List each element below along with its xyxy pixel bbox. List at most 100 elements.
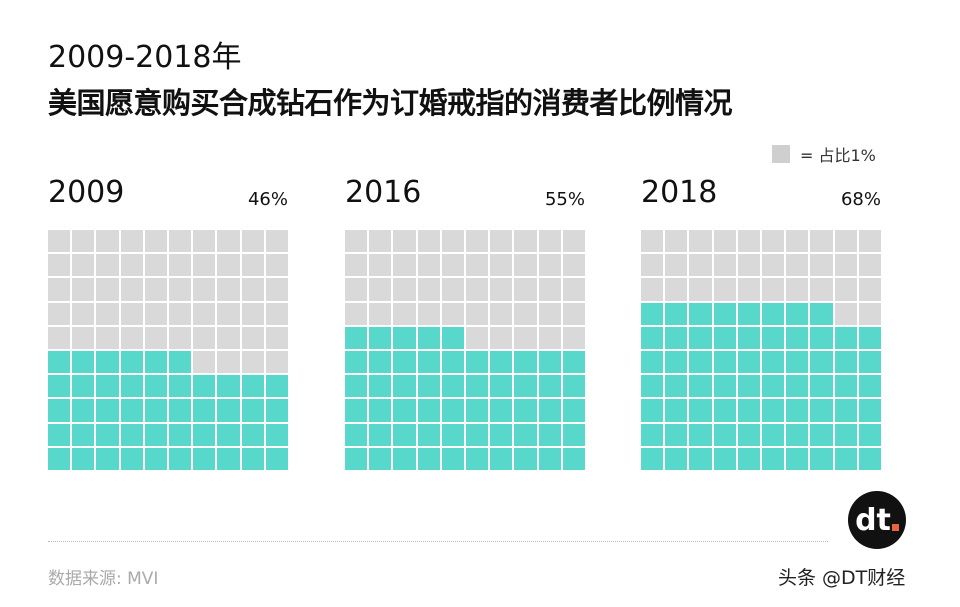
watermark: 头条 @DT财经 — [778, 567, 906, 589]
waffle-cell-empty — [689, 230, 712, 253]
waffle-cell-filled — [514, 399, 537, 422]
waffle-cell-filled — [538, 399, 561, 422]
waffle-cell-empty — [217, 351, 240, 374]
waffle-cell-filled — [441, 375, 464, 398]
waffle-cell-filled — [144, 423, 167, 446]
waffle-cell-filled — [762, 302, 785, 325]
panel-percent: 46% — [247, 189, 288, 210]
waffle-cell-filled — [562, 399, 585, 422]
waffle-cell-filled — [689, 399, 712, 422]
waffle-cell-empty — [490, 230, 513, 253]
waffle-cell-empty — [786, 254, 809, 277]
waffle-cell-empty — [514, 278, 537, 301]
panel-year: 2016 — [345, 175, 422, 210]
waffle-cell-empty — [144, 278, 167, 301]
waffle-cell-empty — [713, 278, 736, 301]
waffle-cell-empty — [786, 230, 809, 253]
waffle-cell-filled — [393, 375, 416, 398]
waffle-cell-filled — [713, 351, 736, 374]
waffle-cell-filled — [737, 375, 760, 398]
waffle-cell-empty — [169, 254, 192, 277]
waffle-cell-filled — [737, 326, 760, 349]
waffle-cell-filled — [120, 351, 143, 374]
waffle-cell-empty — [144, 302, 167, 325]
waffle-cell-filled — [713, 447, 736, 470]
waffle-cell-filled — [762, 447, 785, 470]
waffle-cell-filled — [834, 326, 857, 349]
waffle-cell-empty — [762, 278, 785, 301]
waffle-cell-empty — [345, 302, 368, 325]
waffle-cell-filled — [96, 423, 119, 446]
waffle-cell-filled — [466, 447, 489, 470]
waffle-cell-empty — [538, 302, 561, 325]
waffle-cell-empty — [144, 326, 167, 349]
waffle-cell-filled — [393, 351, 416, 374]
waffle-cell-filled — [369, 399, 392, 422]
waffle-cell-filled — [144, 375, 167, 398]
waffle-cell-filled — [369, 375, 392, 398]
waffle-cell-empty — [417, 230, 440, 253]
waffle-cell-filled — [417, 423, 440, 446]
waffle-cell-filled — [858, 375, 881, 398]
waffle-cell-filled — [120, 423, 143, 446]
waffle-cell-filled — [217, 447, 240, 470]
waffle-cell-filled — [48, 351, 71, 374]
waffle-cell-empty — [193, 351, 216, 374]
waffle-cell-filled — [369, 326, 392, 349]
waffle-cell-empty — [265, 278, 288, 301]
waffle-cell-filled — [786, 375, 809, 398]
waffle-cell-empty — [193, 230, 216, 253]
waffle-cell-filled — [241, 423, 264, 446]
waffle-cell-filled — [369, 447, 392, 470]
waffle-cell-empty — [737, 230, 760, 253]
waffle-cell-filled — [393, 447, 416, 470]
waffle-cell-filled — [417, 447, 440, 470]
waffle-cell-filled — [466, 375, 489, 398]
waffle-cell-filled — [169, 423, 192, 446]
waffle-cell-empty — [345, 230, 368, 253]
waffle-cell-empty — [490, 302, 513, 325]
waffle-cell-empty — [169, 230, 192, 253]
waffle-cell-filled — [217, 375, 240, 398]
waffle-cell-filled — [665, 447, 688, 470]
waffle-cell-filled — [810, 423, 833, 446]
waffle-cell-filled — [48, 399, 71, 422]
panel-percent: 55% — [544, 189, 585, 210]
waffle-cell-filled — [466, 399, 489, 422]
waffle-cell-empty — [393, 302, 416, 325]
waffle-cell-empty — [665, 278, 688, 301]
waffle-cell-empty — [72, 254, 95, 277]
waffle-cell-filled — [490, 423, 513, 446]
waffle-cell-filled — [72, 351, 95, 374]
waffle-cell-filled — [96, 447, 119, 470]
waffle-cell-filled — [786, 351, 809, 374]
waffle-cell-empty — [713, 230, 736, 253]
waffle-cell-filled — [169, 447, 192, 470]
waffle-cell-empty — [466, 326, 489, 349]
waffle-cell-filled — [538, 423, 561, 446]
waffle-cell-empty — [737, 254, 760, 277]
panel-year: 2009 — [48, 175, 125, 210]
waffle-cell-filled — [562, 423, 585, 446]
waffle-cell-empty — [96, 230, 119, 253]
waffle-cell-filled — [96, 375, 119, 398]
waffle-cell-empty — [538, 254, 561, 277]
waffle-cell-filled — [786, 447, 809, 470]
waffle-cell-filled — [345, 375, 368, 398]
waffle-cell-empty — [345, 254, 368, 277]
waffle-cell-filled — [810, 447, 833, 470]
waffle-cell-filled — [265, 423, 288, 446]
legend: = 占比1% — [772, 142, 876, 166]
waffle-cell-filled — [514, 375, 537, 398]
waffle-cell-empty — [834, 230, 857, 253]
waffle-cell-filled — [762, 399, 785, 422]
waffle-cell-filled — [762, 326, 785, 349]
waffle-cell-filled — [689, 375, 712, 398]
waffle-cell-empty — [858, 278, 881, 301]
waffle-cell-empty — [490, 254, 513, 277]
waffle-cell-empty — [417, 254, 440, 277]
waffle-cell-empty — [441, 302, 464, 325]
waffle-cell-filled — [393, 399, 416, 422]
waffle-cell-filled — [265, 375, 288, 398]
